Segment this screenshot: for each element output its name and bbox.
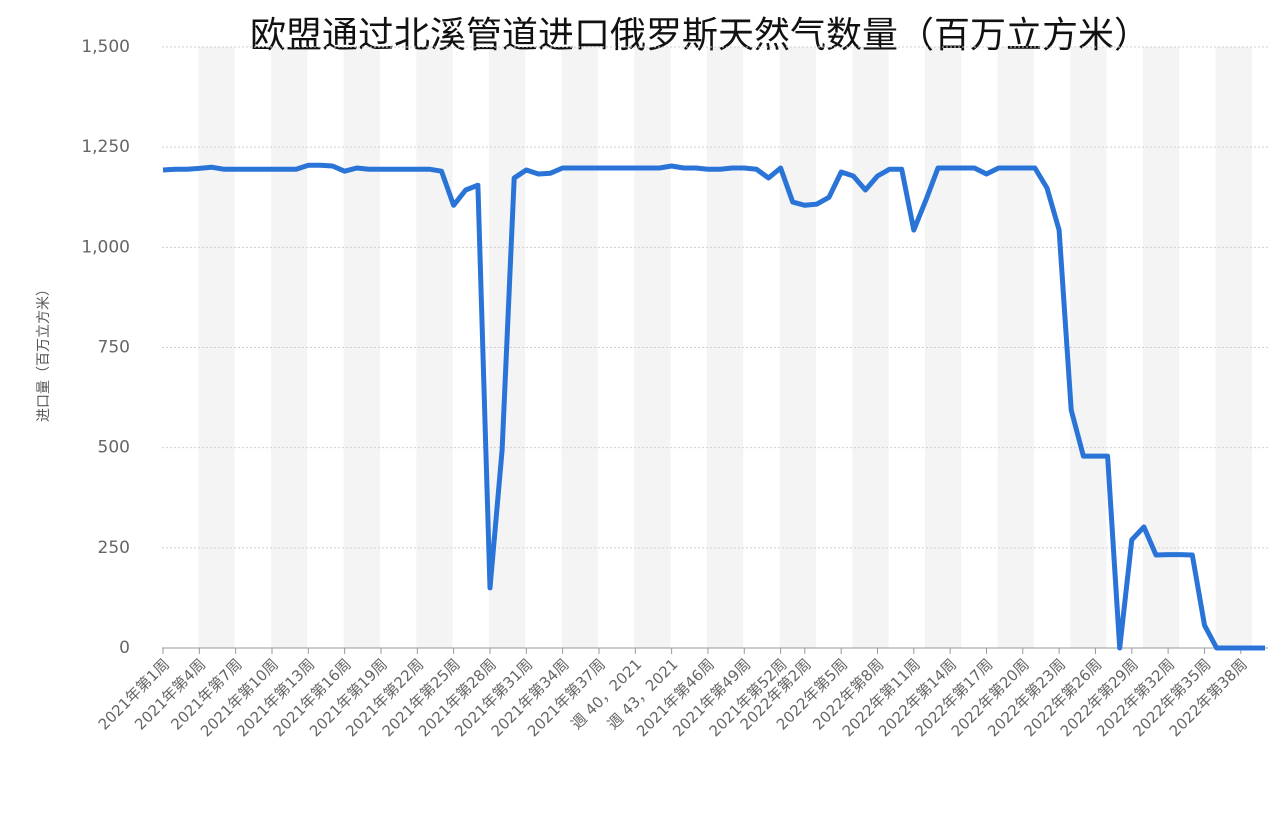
stripe [779, 47, 816, 648]
y-tick-label: 0 [119, 638, 130, 658]
stripe [634, 47, 671, 648]
y-tick-label: 750 [98, 338, 130, 358]
y-tick-label: 1,500 [81, 37, 130, 57]
y-axis-label: 进口量（百万立方米） [36, 282, 52, 422]
stripe [343, 47, 380, 648]
stripe [1215, 47, 1252, 648]
background-stripes [198, 47, 1252, 648]
stripe [1070, 47, 1107, 648]
chart-title: 欧盟通过北溪管道进口俄罗斯天然气数量（百万立方米） [250, 15, 1150, 56]
stripe [270, 47, 308, 648]
stripe [706, 47, 744, 648]
stripe [198, 47, 235, 648]
y-tick-label: 1,000 [81, 237, 130, 257]
y-tick-label: 1,250 [81, 137, 130, 157]
y-tick-label: 250 [98, 538, 130, 558]
data-line [162, 162, 1265, 651]
stripe [1142, 47, 1180, 648]
y-tick-label: 500 [98, 438, 130, 458]
